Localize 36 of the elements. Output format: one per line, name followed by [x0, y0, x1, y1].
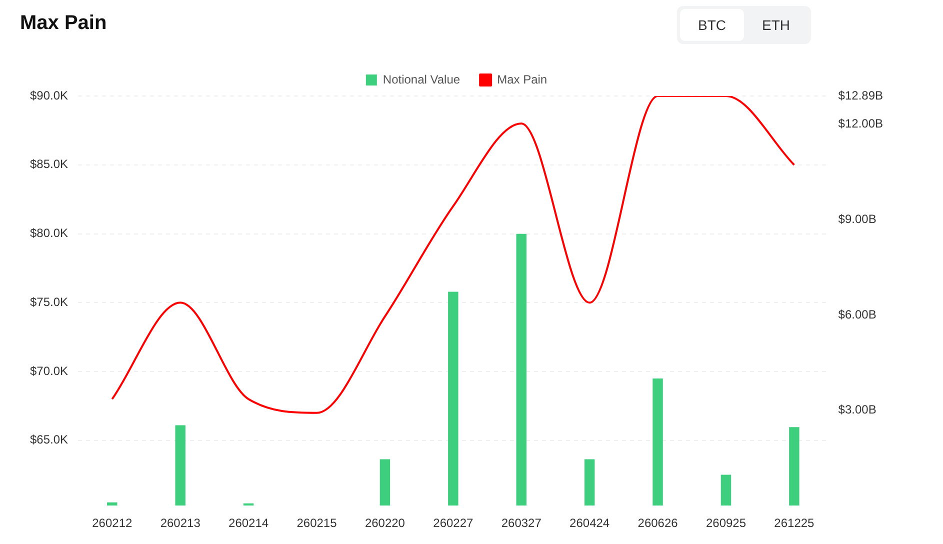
y2-tick-label: $9.00B — [838, 212, 876, 226]
bar — [584, 459, 595, 506]
x-tick-label: 260424 — [570, 516, 610, 530]
x-tick-label: 260214 — [228, 516, 269, 530]
x-tick-label: 260213 — [160, 516, 201, 530]
x-tick-label: 261225 — [774, 516, 815, 530]
x-tick-label: 260327 — [501, 516, 542, 530]
bar — [448, 292, 458, 506]
y2-tick-label: $6.00B — [838, 307, 876, 322]
x-tick-label: 260925 — [706, 516, 746, 530]
bar — [175, 425, 186, 506]
x-tick-label: 260215 — [296, 516, 338, 530]
bar — [720, 474, 732, 506]
x-tick-label: 260220 — [364, 516, 406, 530]
x-tick-label: 260626 — [638, 516, 678, 530]
x-tick-label: 260212 — [92, 516, 132, 530]
chart-title: Max Pain — [20, 12, 107, 35]
bar — [789, 427, 800, 506]
currency-toggle: BTC ETH — [677, 6, 811, 44]
y2-tick-label: $3.00B — [838, 402, 876, 417]
legend-label: Max Pain — [497, 72, 548, 86]
line-series — [111, 96, 796, 414]
bar — [516, 234, 526, 506]
bar — [107, 502, 118, 506]
y-tick-label: $85.0K — [30, 157, 68, 172]
y2-tick-label: $12.89B — [838, 88, 884, 102]
y-tick-label: $65.0K — [30, 432, 68, 447]
y-tick-label: $90.0K — [30, 88, 68, 102]
y-tick-label: $70.0K — [30, 364, 68, 378]
bar — [380, 459, 390, 506]
x-tick-label: 260227 — [433, 516, 474, 530]
y-tick-label: $80.0K — [30, 226, 68, 240]
legend-label: Notional Value — [382, 72, 460, 86]
y2-tick-label: $12.00B — [838, 116, 884, 131]
bar — [652, 378, 663, 506]
y-tick-label: $75.0K — [30, 294, 68, 309]
